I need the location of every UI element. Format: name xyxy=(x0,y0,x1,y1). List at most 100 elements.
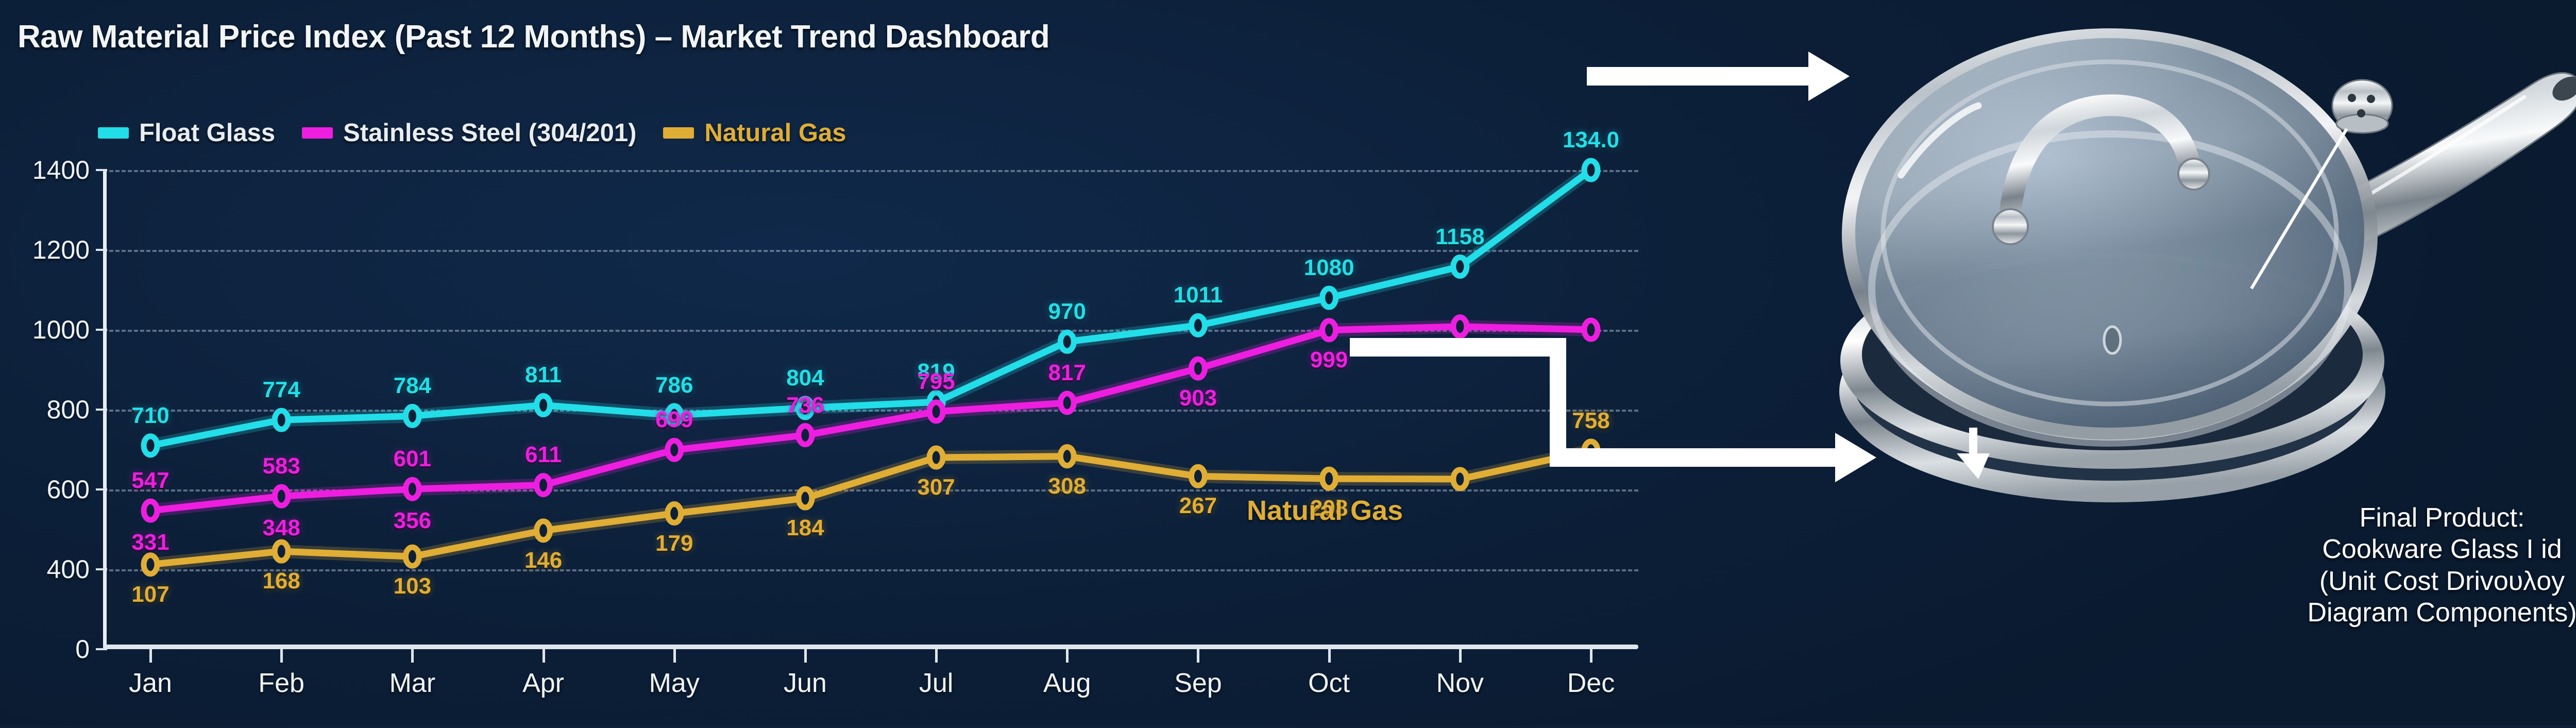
series-line-stainless-steel xyxy=(147,323,1595,514)
inline-series-annotation: Natural Gas xyxy=(1247,495,1403,526)
data-point-marker[interactable] xyxy=(1057,329,1077,354)
y-axis-label: 600 xyxy=(46,475,90,504)
data-point-marker[interactable] xyxy=(1057,391,1077,415)
final-product-caption: Final Product: Cookware Glass I id (Unit… xyxy=(2246,502,2576,629)
data-point-marker[interactable] xyxy=(1450,314,1470,339)
x-axis-tick xyxy=(1066,649,1069,663)
y-axis-label: 1200 xyxy=(32,235,90,264)
data-point-marker[interactable] xyxy=(1581,317,1601,342)
data-point-marker[interactable] xyxy=(795,486,815,511)
data-point-marker[interactable] xyxy=(926,445,946,470)
data-point-marker[interactable] xyxy=(272,408,291,432)
arrow-top-right xyxy=(1587,52,1850,101)
data-point-marker[interactable] xyxy=(1581,158,1601,182)
glass-highlight xyxy=(1897,102,1982,179)
y-axis-tick xyxy=(96,329,107,331)
y-axis-label: 1400 xyxy=(32,156,90,184)
legend-item-natural-gas[interactable]: Natural Gas xyxy=(663,118,846,147)
x-axis-label-jul: Jul xyxy=(919,668,954,698)
caption-line-3: (Unit Cost Drivoυλoy xyxy=(2319,566,2565,596)
x-axis-label-feb: Feb xyxy=(258,668,304,698)
callout-leader-line xyxy=(2250,128,2348,290)
series-line-float-glass xyxy=(147,166,1595,449)
arrow-to-pan xyxy=(1957,428,1990,479)
x-axis-label-jun: Jun xyxy=(783,668,827,698)
product-illustration xyxy=(1350,0,2576,725)
legend-swatch-natural-gas xyxy=(663,127,694,139)
data-point-marker[interactable] xyxy=(1188,464,1208,488)
y-axis-tick xyxy=(96,249,107,251)
gridline xyxy=(103,410,1638,412)
y-axis-tick xyxy=(96,488,107,490)
data-point-marker[interactable] xyxy=(534,518,553,543)
x-axis-tick xyxy=(411,649,414,663)
data-point-marker[interactable] xyxy=(272,539,291,564)
data-point-marker[interactable] xyxy=(402,403,422,428)
x-axis-label-oct: Oct xyxy=(1308,668,1350,698)
x-axis-line xyxy=(103,645,1638,649)
x-axis-tick xyxy=(280,649,283,663)
series-line-natural-gas xyxy=(147,447,1595,568)
data-point-marker[interactable] xyxy=(534,472,553,497)
x-axis-label-apr: Apr xyxy=(522,668,564,698)
data-point-marker[interactable] xyxy=(1450,255,1470,279)
data-point-marker[interactable] xyxy=(926,399,946,424)
x-axis-label-may: May xyxy=(649,668,700,698)
y-axis-label: 400 xyxy=(46,555,90,584)
gridline xyxy=(103,330,1638,332)
data-point-marker[interactable] xyxy=(402,477,422,501)
data-point-marker[interactable] xyxy=(665,403,684,428)
series-lines xyxy=(141,158,1601,577)
x-axis-tick xyxy=(804,649,807,663)
data-point-marker[interactable] xyxy=(795,423,815,448)
data-point-marker[interactable] xyxy=(1450,467,1470,492)
x-axis-tick xyxy=(1197,649,1200,663)
data-point-marker[interactable] xyxy=(795,396,815,420)
lid-handle xyxy=(1992,94,2210,245)
legend-swatch-float-glass xyxy=(98,127,129,139)
cookware-svg xyxy=(1618,28,2576,502)
bracket-arrow xyxy=(1350,338,1876,482)
data-point-marker[interactable] xyxy=(1057,444,1077,469)
data-point-marker[interactable] xyxy=(272,484,291,509)
y-axis-tick xyxy=(96,409,107,411)
y-axis-tick xyxy=(96,169,107,171)
data-point-marker[interactable] xyxy=(141,498,160,523)
legend-item-stainless-steel[interactable]: Stainless Steel (304/201) xyxy=(302,118,636,147)
x-axis-label-nov: Nov xyxy=(1436,668,1484,698)
chart-legend: Float Glass Stainless Steel (304/201) Na… xyxy=(98,118,846,147)
data-point-marker[interactable] xyxy=(1319,318,1339,343)
data-point-marker[interactable] xyxy=(141,552,160,577)
x-axis-label-sep: Sep xyxy=(1174,668,1222,698)
gridline xyxy=(103,250,1638,252)
data-point-marker[interactable] xyxy=(665,501,684,526)
vent-knob-icon xyxy=(2331,79,2393,134)
x-axis-tick xyxy=(935,649,938,663)
x-axis-tick xyxy=(1590,649,1592,663)
data-point-marker[interactable] xyxy=(534,393,553,417)
legend-label-stainless-steel: Stainless Steel (304/201) xyxy=(343,119,637,147)
legend-item-float-glass[interactable]: Float Glass xyxy=(98,118,275,147)
glass-lid xyxy=(1842,28,2378,447)
data-point-marker[interactable] xyxy=(1319,466,1339,491)
x-axis-tick xyxy=(149,649,152,663)
connector-arrows xyxy=(1587,52,1850,101)
data-point-marker[interactable] xyxy=(402,544,422,569)
x-axis-tick xyxy=(542,649,545,663)
y-axis-tick xyxy=(96,648,107,650)
legend-swatch-stainless-steel xyxy=(302,127,333,139)
data-point-marker[interactable] xyxy=(665,437,684,462)
legend-label-natural-gas: Natural Gas xyxy=(704,119,846,147)
data-point-marker[interactable] xyxy=(1319,285,1339,310)
gridline xyxy=(103,569,1638,571)
caption-line-2: Cookware Glass I id xyxy=(2322,534,2562,565)
gridline xyxy=(103,489,1638,492)
y-axis-label: 800 xyxy=(46,395,90,424)
y-axis-tick xyxy=(96,568,107,570)
y-axis-label: 1000 xyxy=(32,315,90,344)
x-axis-tick xyxy=(1328,649,1331,663)
data-point-marker[interactable] xyxy=(1188,356,1208,381)
data-point-marker[interactable] xyxy=(141,433,160,458)
data-point-marker[interactable] xyxy=(1188,313,1208,337)
